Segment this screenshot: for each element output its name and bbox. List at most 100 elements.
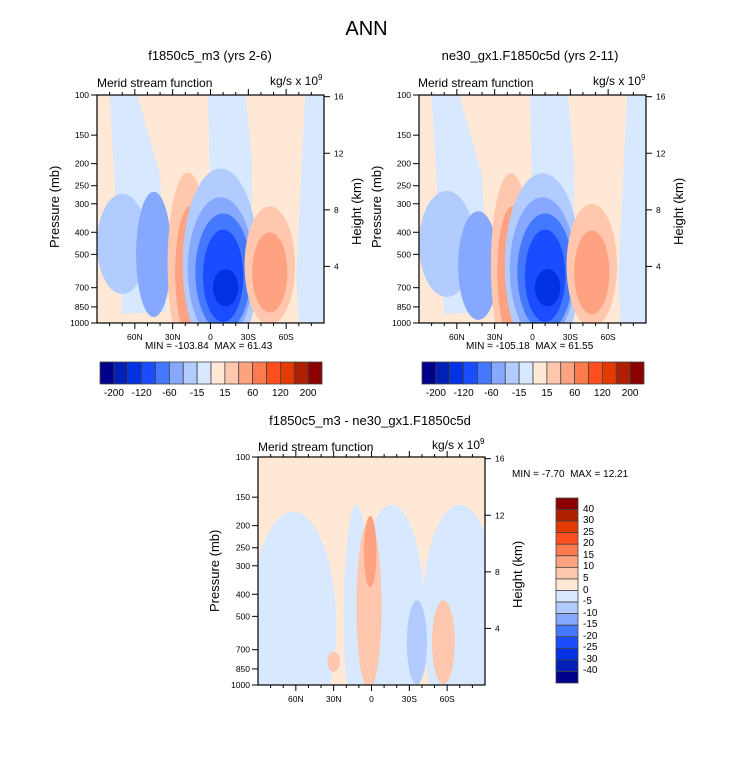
- x-tick-label: 30N: [487, 332, 503, 342]
- colorbar-swatch: [555, 578, 579, 591]
- colorbar-tick-label: -15: [583, 619, 598, 631]
- y-tick-label: 700: [75, 283, 89, 293]
- x-tick-label: 0: [208, 332, 213, 342]
- colorbar-swatch: [629, 361, 645, 385]
- colorbar-tick-label: 15: [219, 388, 231, 399]
- y-right-tick-label: 4: [334, 261, 339, 271]
- colorbar-swatch: [293, 361, 309, 385]
- contour-cell: [421, 504, 485, 685]
- colorbar-tick-label: 15: [583, 549, 595, 561]
- y-tick-label: 300: [75, 199, 89, 209]
- colorbar-swatch: [518, 361, 534, 385]
- colorbar-swatch: [574, 361, 589, 385]
- colorbar-swatch: [504, 361, 520, 385]
- contour-cell: [535, 269, 561, 307]
- colorbar-tick-label: 120: [272, 388, 289, 399]
- y-tick-label: 100: [236, 452, 250, 462]
- colorbar-tick-label: -60: [484, 388, 499, 399]
- colorbar-tick-label: 25: [583, 526, 595, 538]
- colorbar-swatch: [252, 361, 267, 385]
- colorbar-tick-label: -40: [583, 665, 598, 677]
- panel-title-1: f1850c5_m3 (yrs 2-6): [148, 48, 272, 63]
- y-tick-label: 850: [75, 302, 89, 312]
- plot-label-2: Merid stream function: [418, 76, 534, 90]
- x-tick-label: 30S: [241, 332, 256, 342]
- colorbar-swatch: [307, 361, 323, 385]
- y-axis-right-label-3: Height (km): [510, 540, 525, 608]
- contour-cell: [432, 600, 455, 685]
- y-right-tick-label: 12: [656, 148, 666, 158]
- colorbar-tick-label: -120: [453, 388, 474, 399]
- y-tick-label: 100: [397, 90, 411, 100]
- colorbar-labels-2: -200 -120 -60 -15 15 60 120 200: [422, 388, 644, 402]
- colorbar-tick-label: -15: [511, 388, 527, 399]
- colorbar-swatch: [155, 361, 170, 385]
- x-tick-label: 30S: [402, 694, 417, 704]
- y-tick-label: 850: [236, 664, 250, 674]
- y-axis-right-label-1: Height (km): [349, 177, 364, 245]
- colorbar-tick-label: -25: [583, 642, 598, 654]
- colorbar-swatch: [490, 361, 506, 385]
- x-tick-label: 60N: [449, 332, 465, 342]
- colorbar-swatch: [555, 532, 579, 545]
- colorbar-tick-label: 20: [583, 538, 595, 550]
- y-tick-label: 200: [236, 521, 250, 531]
- y-right-tick-label: 16: [656, 92, 666, 102]
- colorbar-swatch: [113, 361, 129, 385]
- colorbar-swatch: [601, 361, 617, 385]
- y-tick-label: 400: [236, 589, 250, 599]
- units-text-2: kg/s x 10: [593, 74, 642, 88]
- plot-label-3: Merid stream function: [258, 440, 374, 454]
- x-tick-label: 0: [530, 332, 535, 342]
- colorbar-swatch: [555, 613, 579, 626]
- colorbar-tick-label: 200: [299, 388, 317, 399]
- colorbar-tick-label: -10: [583, 607, 598, 619]
- colorbar-tick-label: -20: [583, 630, 598, 642]
- y-tick-label: 250: [75, 181, 89, 191]
- y-tick-label: 500: [236, 611, 250, 621]
- colorbar-swatch: [279, 361, 295, 385]
- colorbar-swatch: [224, 361, 240, 385]
- y-right-tick-label: 16: [334, 92, 344, 102]
- max-label-2: MAX = 61.55: [535, 341, 594, 352]
- y-right-tick-label: 12: [334, 148, 344, 158]
- colorbar-swatch: [555, 566, 579, 580]
- colorbar-swatch: [449, 361, 465, 385]
- contour-cell: [327, 651, 340, 672]
- units-exp-3: 9: [480, 437, 485, 446]
- plot-area-2: 100 150 200 250 300 400 500 700 850 1000 16 12 8 4 60N…: [392, 89, 666, 342]
- colorbar-swatch: [210, 361, 226, 385]
- colorbar-swatch: [555, 601, 579, 615]
- colorbar-swatch: [196, 361, 212, 385]
- colorbar-swatch: [182, 361, 198, 385]
- colorbar-swatch: [421, 361, 437, 385]
- colorbar-labels-1: -200 -120 -60 -15 15 60 120 200: [100, 388, 322, 402]
- colorbar-swatch: [555, 590, 579, 603]
- colorbar-tick-label: -200: [103, 388, 124, 399]
- y-right-tick-label: 4: [656, 261, 661, 271]
- colorbar-swatch: [463, 361, 478, 385]
- y-tick-label: 700: [236, 645, 250, 655]
- x-tick-label: 30S: [563, 332, 578, 342]
- plot-label-1: Merid stream function: [97, 76, 213, 90]
- min-max-2: MIN = -105.18 MAX = 61.55: [466, 341, 593, 352]
- y-tick-label: 500: [75, 249, 89, 259]
- panel-title-2: ne30_gx1.F1850c5d (yrs 2-11): [441, 48, 619, 63]
- colorbar-swatch: [555, 543, 579, 557]
- colorbar-1: [99, 361, 323, 385]
- colorbar-swatch: [555, 497, 579, 510]
- y-tick-label: 100: [75, 90, 89, 100]
- x-tick-label: 30N: [326, 694, 342, 704]
- colorbar-swatch: [477, 361, 492, 385]
- y-tick-label: 250: [236, 543, 250, 553]
- colorbar-tick-label: -200: [425, 388, 446, 399]
- y-right-tick-label: 8: [656, 205, 661, 215]
- colorbar-swatch: [555, 520, 579, 534]
- colorbar-swatch: [168, 361, 184, 385]
- colorbar-2: [421, 361, 645, 385]
- y-right-tick-label: 8: [334, 205, 339, 215]
- y-axis-label-3: Pressure (mb): [207, 529, 222, 612]
- colorbar-labels-3: 40 30 25 20 15 10 5 0 -5 -10 -15 -20 -25 -30 -40: [583, 498, 613, 683]
- contour-cell: [406, 600, 427, 685]
- colorbar-swatch: [532, 361, 548, 385]
